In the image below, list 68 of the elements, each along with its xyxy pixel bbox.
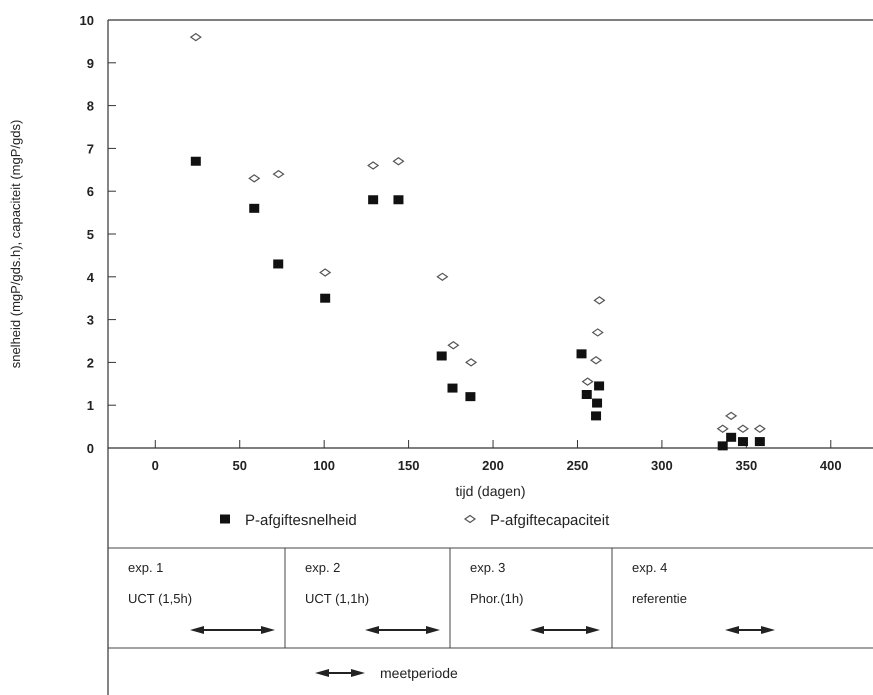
point [249, 204, 260, 213]
y-tick-label: 0 [86, 441, 94, 456]
point [726, 432, 736, 442]
text: exp. 1 [128, 560, 164, 575]
y-tick-label: 7 [86, 141, 94, 156]
point [368, 195, 378, 204]
point [591, 411, 602, 420]
point [272, 170, 284, 178]
text: Phor.(1h) [470, 591, 524, 606]
x-tick-label: 250 [566, 458, 588, 473]
point [738, 437, 748, 446]
x-axis-title: tijd (dagen) [455, 483, 526, 499]
point [594, 381, 604, 390]
legend-label: P-afgiftecapaciteit [490, 512, 610, 529]
y-tick-label: 2 [86, 355, 94, 370]
x-tick-label: 50 [232, 458, 247, 473]
y-tick-label: 10 [80, 13, 94, 28]
point [448, 384, 458, 393]
text: meetperiode [380, 665, 458, 681]
x-tick-label: 350 [735, 458, 758, 473]
text: exp. 2 [305, 560, 340, 575]
point [465, 358, 477, 366]
legend-label: P-afgiftesnelheid [245, 512, 357, 529]
point [190, 156, 201, 166]
point [392, 157, 404, 166]
y-tick-label: 6 [86, 184, 94, 200]
point [592, 328, 604, 337]
point [393, 195, 404, 204]
point [576, 349, 587, 358]
point [436, 351, 447, 360]
point [582, 390, 592, 399]
x-tick-label: 100 [313, 458, 336, 473]
point [726, 412, 737, 420]
text: exp. 3 [470, 560, 506, 575]
y-tick-label: 5 [86, 227, 94, 242]
point [465, 392, 476, 402]
text: referentie [632, 591, 687, 606]
x-tick-label: 400 [820, 458, 842, 473]
x-tick-label: 0 [152, 458, 159, 473]
point [717, 424, 728, 433]
point [718, 441, 728, 450]
point [248, 174, 260, 182]
text: UCT (1,1h) [305, 591, 370, 606]
text: UCT (1,5h) [128, 591, 192, 606]
x-tick-label: 200 [482, 458, 504, 473]
y-tick-label: 9 [86, 56, 94, 71]
x-tick-label: 300 [651, 458, 673, 473]
y-axis-title: snelheid (mgP/gds.h), capaciteit (mgP/gds) [8, 120, 23, 368]
x-tick-label: 150 [398, 458, 420, 473]
point [754, 424, 766, 433]
point [436, 272, 448, 281]
point [320, 294, 330, 303]
point [448, 341, 459, 350]
y-tick-label: 1 [86, 398, 94, 414]
y-tick-label: 8 [86, 98, 94, 114]
point [320, 268, 331, 277]
y-tick-label: 4 [86, 270, 95, 285]
y-tick-label: 3 [86, 312, 94, 328]
text: exp. 4 [632, 560, 668, 575]
point [273, 259, 284, 268]
point [754, 437, 765, 446]
point [190, 33, 202, 42]
point [582, 378, 594, 386]
point [368, 161, 379, 170]
point [737, 424, 749, 433]
point [590, 356, 602, 364]
point [592, 398, 602, 408]
point [594, 296, 606, 304]
